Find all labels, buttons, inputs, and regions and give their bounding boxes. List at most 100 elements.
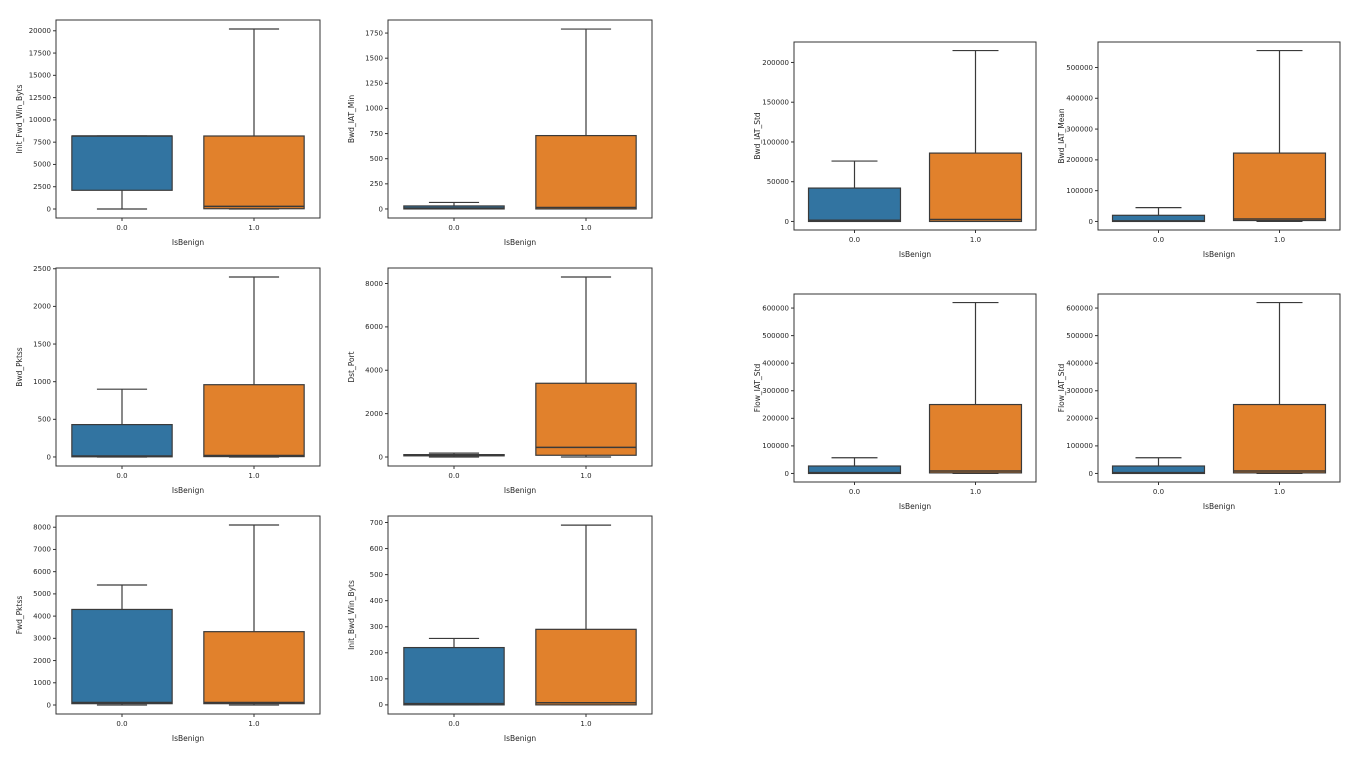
svg-text:500000: 500000 [762, 332, 789, 340]
svg-text:0.0: 0.0 [116, 720, 127, 728]
box-1.0 [1232, 301, 1327, 475]
y-axis: 0 100 200 300 400 500 600 700 [370, 519, 388, 709]
svg-text:500000: 500000 [1066, 332, 1093, 340]
y-axis: 0 250 500 750 1000 1250 1500 1750 [365, 29, 388, 213]
plot-frame [793, 41, 1037, 231]
y-axis-label: Flow_IAT_Std [1057, 364, 1066, 413]
svg-text:1000: 1000 [365, 105, 383, 113]
svg-text:1.0: 1.0 [580, 224, 591, 232]
boxplot-svg: 0 1000 2000 3000 4000 5000 6000 7000 8000 Fwd_Pkt… [15, 515, 321, 743]
svg-text:0.0: 0.0 [849, 236, 860, 244]
svg-text:500: 500 [370, 571, 383, 579]
boxplot-svg: 0 100 200 300 400 500 600 700 Init_Bwd_Win_Byts 0… [347, 515, 653, 743]
box-1.0 [535, 276, 637, 458]
boxplot-init-bwd-win-byts: 0 100 200 300 400 500 600 700 Init_Bwd_Win_Byts 0… [342, 508, 660, 746]
svg-text:0.0: 0.0 [849, 488, 860, 496]
boxplot-svg: 0 2000 4000 6000 8000 Dst_Port 0.0 1.0 IsBenign [347, 267, 653, 495]
svg-text:400: 400 [370, 597, 383, 605]
svg-text:750: 750 [370, 130, 383, 138]
right-plot-group: 0 50000 100000 150000 200000 Bwd_IAT_Std 0.0 1.… [748, 34, 1348, 514]
svg-text:0.0: 0.0 [448, 472, 459, 480]
y-axis: 0 500 1000 1500 2000 2500 [33, 265, 56, 461]
x-axis-label: IsBenign [899, 502, 931, 511]
x-axis: 0.0 1.0 [448, 466, 592, 480]
y-axis: 0 2000 4000 6000 8000 [365, 280, 388, 461]
plot-frame [793, 293, 1037, 483]
boxplot-fwd-pktss: 0 1000 2000 3000 4000 5000 6000 7000 8000 Fwd_Pkt… [10, 508, 328, 746]
boxplot-svg: 0 100000 200000 300000 400000 500000 600000 Flo… [1057, 293, 1341, 511]
boxplot-dst-port: 0 2000 4000 6000 8000 Dst_Port 0.0 1.0 IsBenign [342, 260, 660, 498]
svg-text:5000: 5000 [33, 590, 51, 598]
svg-text:0: 0 [379, 205, 383, 213]
svg-text:10000: 10000 [29, 116, 51, 124]
box-1.0 [1232, 49, 1327, 223]
svg-text:15000: 15000 [29, 72, 51, 80]
y-axis-label: Init_Fwd_Win_Byts [15, 84, 24, 153]
svg-text:150000: 150000 [762, 99, 789, 107]
svg-text:100000: 100000 [1066, 442, 1093, 450]
y-axis-label: Bwd_IAT_Mean [1057, 108, 1066, 164]
svg-text:0: 0 [1089, 218, 1093, 226]
plot-frame [1097, 293, 1341, 483]
svg-text:200000: 200000 [1066, 156, 1093, 164]
y-axis: 0 50000 100000 150000 200000 [762, 59, 794, 226]
left-plot-group: 0 2500 5000 7500 10000 12500 15000 17500 20000 In… [10, 12, 660, 746]
svg-text:1.0: 1.0 [248, 224, 259, 232]
svg-text:1.0: 1.0 [1274, 236, 1285, 244]
box-0.0 [403, 637, 505, 706]
svg-text:0: 0 [379, 701, 383, 709]
svg-text:500: 500 [38, 416, 51, 424]
box-0.0 [1111, 206, 1206, 223]
plot-frame [55, 267, 321, 467]
box-0.0 [71, 584, 173, 706]
plot-frame [1097, 41, 1341, 231]
boxplot-svg: 0 100000 200000 300000 400000 500000 Bwd_IAT_M… [1057, 41, 1341, 259]
box-0.0 [807, 160, 902, 223]
y-axis: 0 1000 2000 3000 4000 5000 6000 7000 8000 [33, 524, 56, 709]
svg-text:200: 200 [370, 649, 383, 657]
boxplot-bwd-iat-std: 0 50000 100000 150000 200000 Bwd_IAT_Std 0.0 1.… [748, 34, 1044, 262]
svg-text:700: 700 [370, 519, 383, 527]
box-1.0 [535, 28, 637, 210]
x-axis: 0.0 1.0 [116, 466, 260, 480]
svg-text:0.0: 0.0 [1153, 236, 1164, 244]
x-axis-label: IsBenign [504, 238, 536, 247]
svg-text:250: 250 [370, 180, 383, 188]
svg-text:2000: 2000 [33, 657, 51, 665]
x-axis-label: IsBenign [1203, 502, 1235, 511]
svg-text:600000: 600000 [1066, 304, 1093, 312]
svg-text:200000: 200000 [1066, 415, 1093, 423]
plot-frame [387, 267, 653, 467]
svg-text:5000: 5000 [33, 161, 51, 169]
x-axis: 0.0 1.0 [116, 714, 260, 728]
svg-text:1000: 1000 [33, 679, 51, 687]
svg-text:0.0: 0.0 [448, 720, 459, 728]
svg-text:1.0: 1.0 [248, 720, 259, 728]
svg-text:300: 300 [370, 623, 383, 631]
svg-text:0: 0 [1089, 470, 1093, 478]
svg-text:4000: 4000 [365, 367, 383, 375]
svg-text:200000: 200000 [762, 59, 789, 67]
svg-text:3000: 3000 [33, 635, 51, 643]
svg-text:20000: 20000 [29, 27, 51, 35]
svg-text:400000: 400000 [1066, 95, 1093, 103]
box-0.0 [807, 457, 902, 475]
boxplot-bwd-iat-min: 0 250 500 750 1000 1250 1500 1750 Bwd_IAT_Min 0.0… [342, 12, 660, 250]
x-axis: 0.0 1.0 [448, 714, 592, 728]
y-axis-label: Bwd_IAT_Std [753, 112, 762, 160]
svg-text:8000: 8000 [365, 280, 383, 288]
x-axis: 0.0 1.0 [1153, 482, 1285, 496]
box-0.0 [403, 201, 505, 210]
y-axis: 0 100000 200000 300000 400000 500000 600000 [762, 304, 794, 478]
y-axis-label: Bwd_IAT_Min [347, 95, 356, 143]
svg-text:1.0: 1.0 [1274, 488, 1285, 496]
svg-text:12500: 12500 [29, 94, 51, 102]
y-axis: 0 100000 200000 300000 400000 500000 [1066, 64, 1098, 226]
svg-text:0.0: 0.0 [1153, 488, 1164, 496]
svg-text:600000: 600000 [762, 304, 789, 312]
box-0.0 [71, 135, 173, 210]
svg-text:100000: 100000 [762, 442, 789, 450]
x-axis-label: IsBenign [1203, 250, 1235, 259]
boxplot-svg: 0 2500 5000 7500 10000 12500 15000 17500 20000 In… [15, 19, 321, 247]
